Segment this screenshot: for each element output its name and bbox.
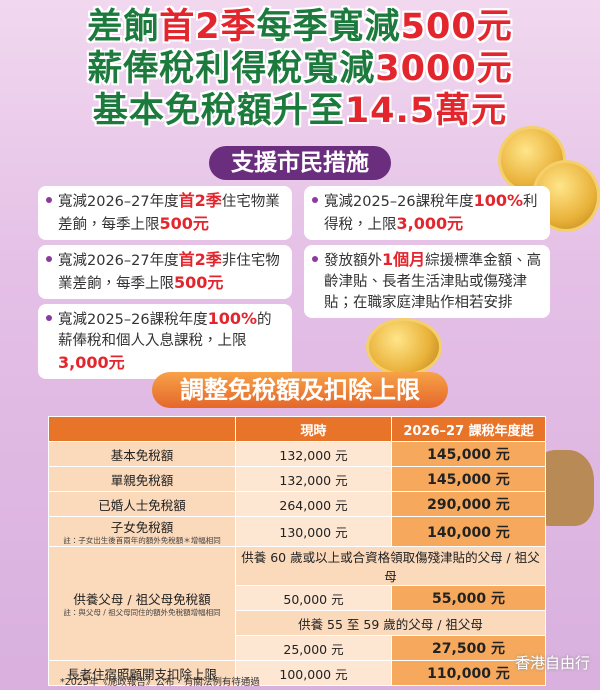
coin-icon [366,318,442,376]
current-cell: 100,000 元 [235,660,392,686]
new-cell: 55,000 元 [391,585,546,611]
current-cell: 264,000 元 [235,491,392,517]
new-cell: 145,000 元 [391,466,546,492]
label-text: 長者住宿照顧開支扣除上限 [66,666,217,682]
coin-icon [498,126,566,194]
watermark: 香港自由行 [514,654,590,672]
condition-row: 供養父母 / 祖父母免稅額 註：與父母 / 祖父母同住的額外免稅額增幅相同 供養 6… [48,546,546,661]
label-text: 基本免稅額 [110,447,174,463]
label-note: 註：子女出生後首兩年的額外免稅額＊增幅相同 [63,536,221,545]
measures-left: 寬減2026–27年度首2季住宅物業差餉，每季上限500元 寬減2026–27年度… [38,186,292,384]
label-text: 供養父母 / 祖父母免稅額 [73,592,211,607]
value-row: 50,000 元 55,000 元 [49,585,546,611]
new-cell: 145,000 元 [391,441,546,467]
row-label: 基本免稅額 [48,441,236,467]
highlight-text: 500元 [400,7,513,47]
highlight-text: 首2季 [159,7,257,47]
label-text: 子女免稅額 [110,520,174,535]
new-cell: 110,000 元 [391,660,546,686]
row-label: 長者住宿照顧開支扣除上限 [48,660,236,686]
value-row: 25,000 元 27,500 元 [49,635,546,661]
text: 住宅物業差餉，每季上限 [58,194,280,233]
text: 每季寬減 [256,7,401,47]
text: 的薪俸稅和個人入息課稅，上限 [58,312,272,349]
measure-item: 寬減2025–26課稅年度100%的薪俸稅和個人入息課稅，上限 3,000元 [38,304,292,379]
row-label: 子女免稅額 註：子女出生後首兩年的額外免稅額＊增幅相同 [48,516,236,547]
headline-line: 差餉首2季每季寬減500元 [0,6,600,48]
table-row: 子女免稅額 註：子女出生後首兩年的額外免稅額＊增幅相同 130,000 元 140,0… [48,516,546,547]
text: 綜援標準金額、高齡津貼、長者生活津貼或傷殘津貼；在職家庭津貼作相若安排 [324,253,542,311]
text: 寬減2026–27年度 [58,253,179,269]
text: 寬減2025–26課稅年度 [324,194,474,210]
highlight-text: 1個月 [382,250,426,269]
table-row: 長者住宿照顧開支扣除上限 100,000 元 110,000 元 [48,660,546,686]
measures-right: 寬減2025–26課稅年度100%利得稅，上限3,000元 發放額外1個月綜援標準… [304,186,550,323]
header-cell [48,416,236,442]
condition-cell: 供養 60 歲或以上或合資格領取傷殘津貼的父母 / 祖父母 [235,546,546,586]
text: 薪俸稅利得稅寬減 [87,49,376,89]
label-note: 註：與父母 / 祖父母同住的額外免稅額增幅相同 [63,608,221,617]
highlight-text: 500元 [174,273,224,292]
headline: 差餉首2季每季寬減500元 薪俸稅利得稅寬減3000元 基本免稅額升至14.5萬元 [0,6,600,132]
new-cell: 27,500 元 [391,635,546,661]
highlight-text: 3000元 [375,49,513,89]
measure-item: 寬減2025–26課稅年度100%利得稅，上限3,000元 [304,186,550,240]
highlight-text: 3,000元 [396,214,464,233]
measure-item: 寬減2026–27年度首2季非住宅物業差餉，每季上限500元 [38,245,292,299]
label-text: 已婚人士免稅額 [98,497,186,513]
highlight-text: 100% [207,309,258,328]
table-row: 基本免稅額 132,000 元 145,000 元 [48,441,546,467]
header-row: 現時 2026–27 課稅年度起 [48,416,546,442]
highlight-text: 100% [473,191,524,210]
allowance-table: 現時 2026–27 課稅年度起 基本免稅額 132,000 元 145,000 元單親… [48,416,546,686]
current-cell: 50,000 元 [235,585,392,611]
text: 非住宅物業差餉，每季上限 [58,253,280,292]
headline-line: 基本免稅額升至14.5萬元 [0,90,600,132]
highlight-text: 3,000元 [58,353,125,372]
text: 差餉 [87,7,160,47]
current-cell: 132,000 元 [235,466,392,492]
condition-row: 供養 55 至 59 歲的父母 / 祖父母 [49,610,546,636]
measure-item: 寬減2026–27年度首2季住宅物業差餉，每季上限500元 [38,186,292,240]
current-cell: 130,000 元 [235,516,392,547]
section-title: 調整免稅額及扣除上限 [152,372,448,408]
label-text: 單親免稅額 [110,472,174,488]
new-cell: 140,000 元 [391,516,546,547]
section-title: 支援市民措施 [209,146,391,180]
header-cell: 現時 [235,416,392,442]
new-cell: 290,000 元 [391,491,546,517]
highlight-text: 14.5萬元 [344,91,508,131]
row-label: 已婚人士免稅額 [48,491,236,517]
row-label: 單親免稅額 [48,466,236,492]
text: 發放額外 [324,253,382,269]
text: 利得稅，上限 [324,194,538,233]
current-cell: 25,000 元 [235,635,392,661]
headline-line: 薪俸稅利得稅寬減3000元 [0,48,600,90]
condition-cell: 供養 55 至 59 歲的父母 / 祖父母 [235,610,546,636]
highlight-text: 500元 [159,214,209,233]
footnote: *2025年《施政報告》公布，有關法例有待通過 [60,677,260,688]
current-cell: 132,000 元 [235,441,392,467]
text: 寬減2026–27年度 [58,194,179,210]
highlight-text: 首2季 [178,191,222,210]
measure-item: 發放額外1個月綜援標準金額、高齡津貼、長者生活津貼或傷殘津貼；在職家庭津貼作相若… [304,245,550,318]
text: 基本免稅額升至 [92,91,345,131]
highlight-text: 首2季 [178,250,222,269]
row-label: 供養父母 / 祖父母免稅額 註：與父母 / 祖父母同住的額外免稅額增幅相同 [48,546,236,661]
table-row: 已婚人士免稅額 264,000 元 290,000 元 [48,491,546,517]
text: 寬減2025–26課稅年度 [58,312,208,328]
table-row: 單親免稅額 132,000 元 145,000 元 [48,466,546,492]
header-cell: 2026–27 課稅年度起 [391,416,546,442]
